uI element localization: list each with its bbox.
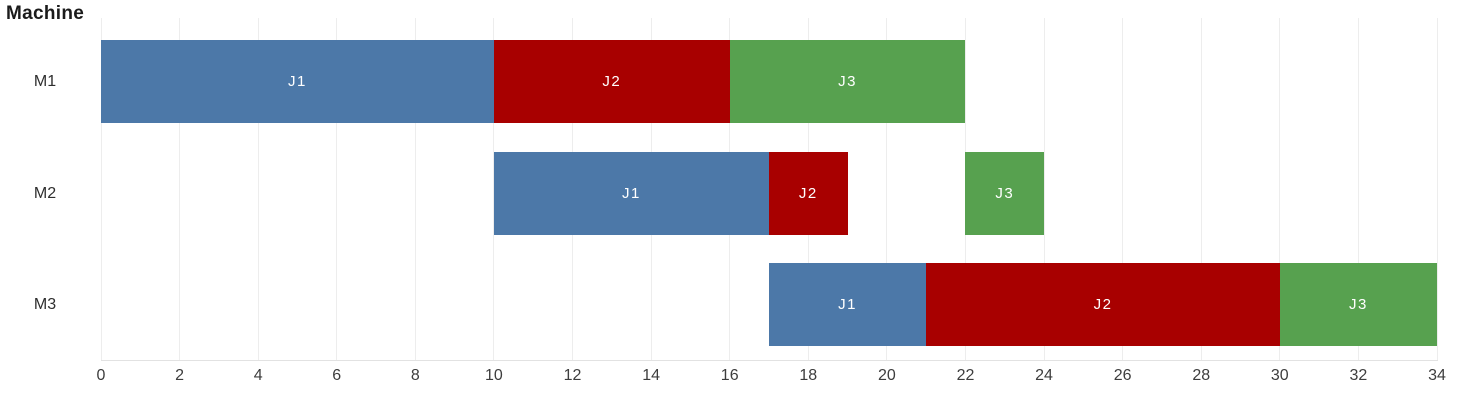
x-tick-label: 8 (410, 367, 420, 384)
grid-line (1279, 18, 1281, 360)
gantt-bar-m3-j2[interactable]: J2 (926, 263, 1280, 346)
x-tick-label: 14 (642, 367, 660, 384)
y-axis-title: Machine (6, 3, 85, 24)
x-tick-label: 24 (1035, 367, 1053, 384)
grid-line (1436, 18, 1438, 360)
grid-line (100, 18, 102, 360)
x-tick-label: 32 (1349, 367, 1368, 384)
bar-label: J2 (1093, 296, 1113, 313)
bar-label: J1 (622, 185, 641, 202)
grid-line (257, 18, 259, 360)
x-tick-label: 2 (175, 367, 185, 384)
gantt-bar-m1-j1[interactable]: J1 (101, 40, 494, 123)
x-tick-label: 20 (877, 367, 896, 384)
grid-line (886, 18, 888, 360)
bar-label: J1 (838, 296, 857, 313)
grid-line (179, 18, 181, 360)
gantt-bar-m3-j1[interactable]: J1 (769, 263, 927, 346)
x-axis-line (101, 360, 1438, 361)
x-tick-label: 0 (96, 367, 106, 384)
bar-label: J3 (838, 73, 857, 90)
x-tick-label: 26 (1113, 367, 1132, 384)
grid-line (414, 18, 416, 360)
grid-line (1200, 18, 1202, 360)
bar-label: J3 (1348, 296, 1368, 313)
x-tick-label: 30 (1270, 367, 1289, 384)
gantt-bar-m1-j3[interactable]: J3 (729, 40, 966, 123)
x-tick-label: 6 (332, 367, 342, 384)
x-tick-label: 18 (799, 367, 818, 384)
gantt-bar-m2-j3[interactable]: J3 (965, 152, 1045, 235)
y-tick-label-m1: M1 (33, 72, 57, 90)
gantt-bar-m3-j3[interactable]: J3 (1279, 263, 1437, 346)
y-tick-label-m3: M3 (33, 295, 57, 313)
x-tick-label: 28 (1192, 367, 1211, 384)
y-tick-label-m2: M2 (33, 184, 57, 202)
bar-label: J2 (602, 73, 622, 90)
x-tick-label: 10 (485, 367, 503, 384)
x-tick-label: 22 (956, 367, 975, 384)
bar-label: J1 (288, 73, 307, 90)
gantt-bar-m2-j2[interactable]: J2 (769, 152, 848, 235)
grid-line (336, 18, 338, 360)
x-tick-label: 12 (563, 367, 582, 384)
grid-line (1043, 18, 1045, 360)
gantt-bar-m2-j1[interactable]: J1 (493, 152, 769, 235)
gantt-bar-m1-j2[interactable]: J2 (493, 40, 730, 123)
x-tick-label: 16 (720, 367, 739, 384)
bar-label: J2 (798, 185, 818, 202)
x-tick-label: 4 (253, 367, 263, 384)
grid-line (1122, 18, 1124, 360)
grid-line (1357, 18, 1359, 360)
x-tick-label: 34 (1428, 367, 1446, 384)
bar-label: J3 (995, 185, 1015, 202)
